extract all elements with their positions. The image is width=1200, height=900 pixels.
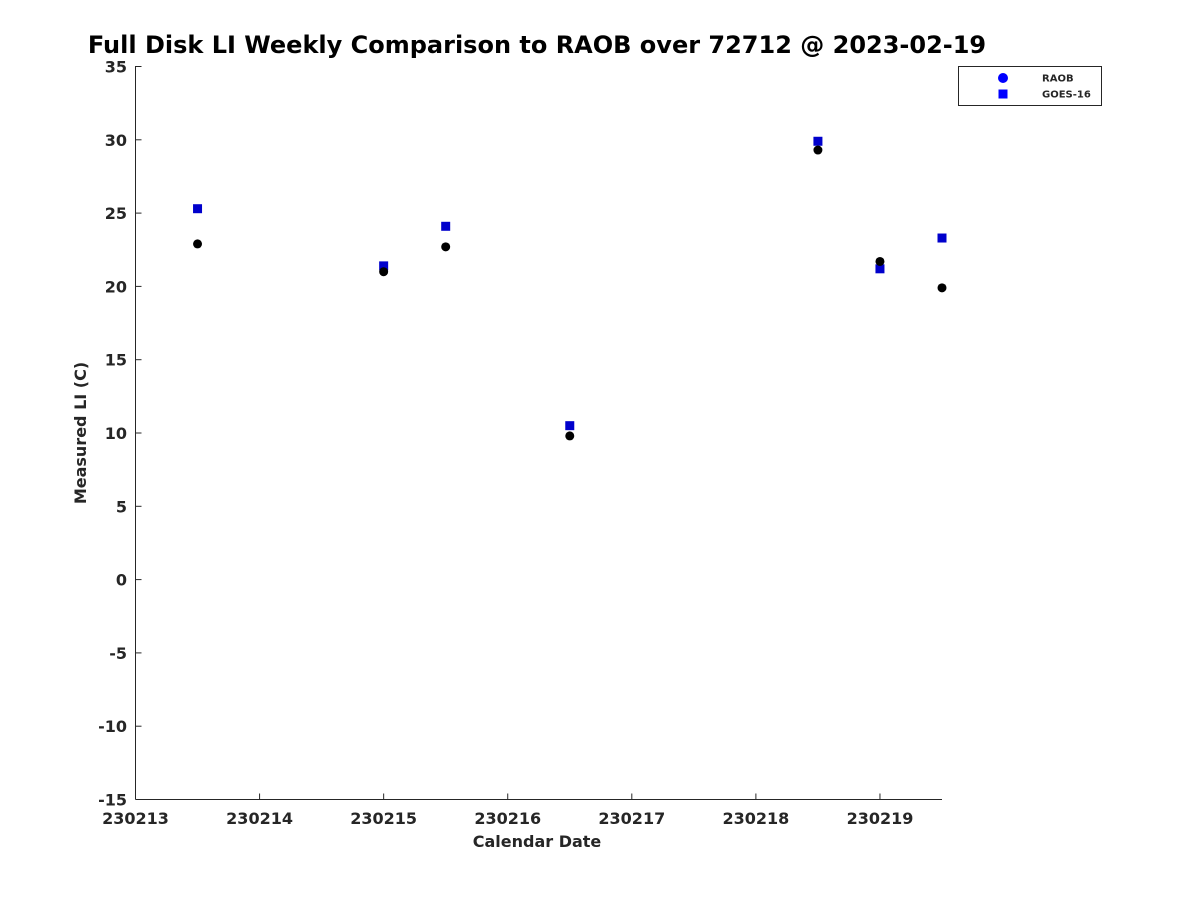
point-goes-16	[379, 261, 389, 271]
y-axis-label: Measured LI (C)	[71, 362, 90, 504]
y-axis-ticks: 35 30 25 20 15 10 5 0 -5 -10 -15	[98, 58, 142, 810]
y-tick-label: 15	[105, 351, 127, 370]
y-tick-label: -5	[109, 644, 127, 663]
data-points	[193, 136, 947, 441]
y-tick-label: -15	[98, 791, 127, 810]
y-tick-label: 10	[105, 424, 127, 443]
point-goes-16	[565, 421, 575, 431]
point-raob	[813, 145, 823, 155]
point-goes-16	[441, 221, 451, 231]
y-tick-label: 20	[105, 277, 127, 296]
point-raob	[193, 239, 203, 249]
y-tick-label: 25	[105, 204, 127, 223]
point-raob	[441, 242, 451, 252]
legend-marker-raob	[998, 73, 1008, 83]
x-tick-label: 230214	[226, 809, 293, 828]
point-goes-16	[193, 204, 203, 214]
point-goes-16	[937, 233, 947, 243]
x-tick-label: 230215	[350, 809, 417, 828]
plot-area	[135, 66, 942, 800]
point-goes-16	[813, 136, 823, 146]
x-tick-label: 230216	[474, 809, 541, 828]
y-tick-label: 30	[105, 131, 127, 150]
x-axis-label: Calendar Date	[473, 832, 602, 851]
y-tick-label: 35	[105, 58, 127, 77]
legend-label-goes: GOES-16	[1042, 90, 1091, 101]
x-tick-label: 230219	[847, 809, 914, 828]
point-raob	[875, 256, 885, 266]
point-goes-16	[875, 264, 885, 274]
legend: RAOB GOES-16	[958, 66, 1102, 106]
x-tick-label: 230213	[102, 809, 169, 828]
x-tick-label: 230217	[598, 809, 665, 828]
y-tick-label: 0	[116, 571, 127, 590]
point-raob	[565, 431, 575, 441]
y-tick-label: -10	[98, 717, 127, 736]
point-raob	[379, 267, 389, 277]
x-tick-label: 230218	[722, 809, 789, 828]
point-raob	[937, 283, 947, 293]
legend-label-raob: RAOB	[1042, 74, 1074, 85]
x-axis-ticks: 230213 230214 230215 230216 230217 230218 2302…	[102, 793, 914, 828]
legend-box	[958, 66, 1102, 106]
legend-marker-goes	[998, 89, 1008, 99]
y-tick-label: 5	[116, 497, 127, 516]
chart-title: Full Disk LI Weekly Comparison to RAOB o…	[88, 31, 986, 59]
